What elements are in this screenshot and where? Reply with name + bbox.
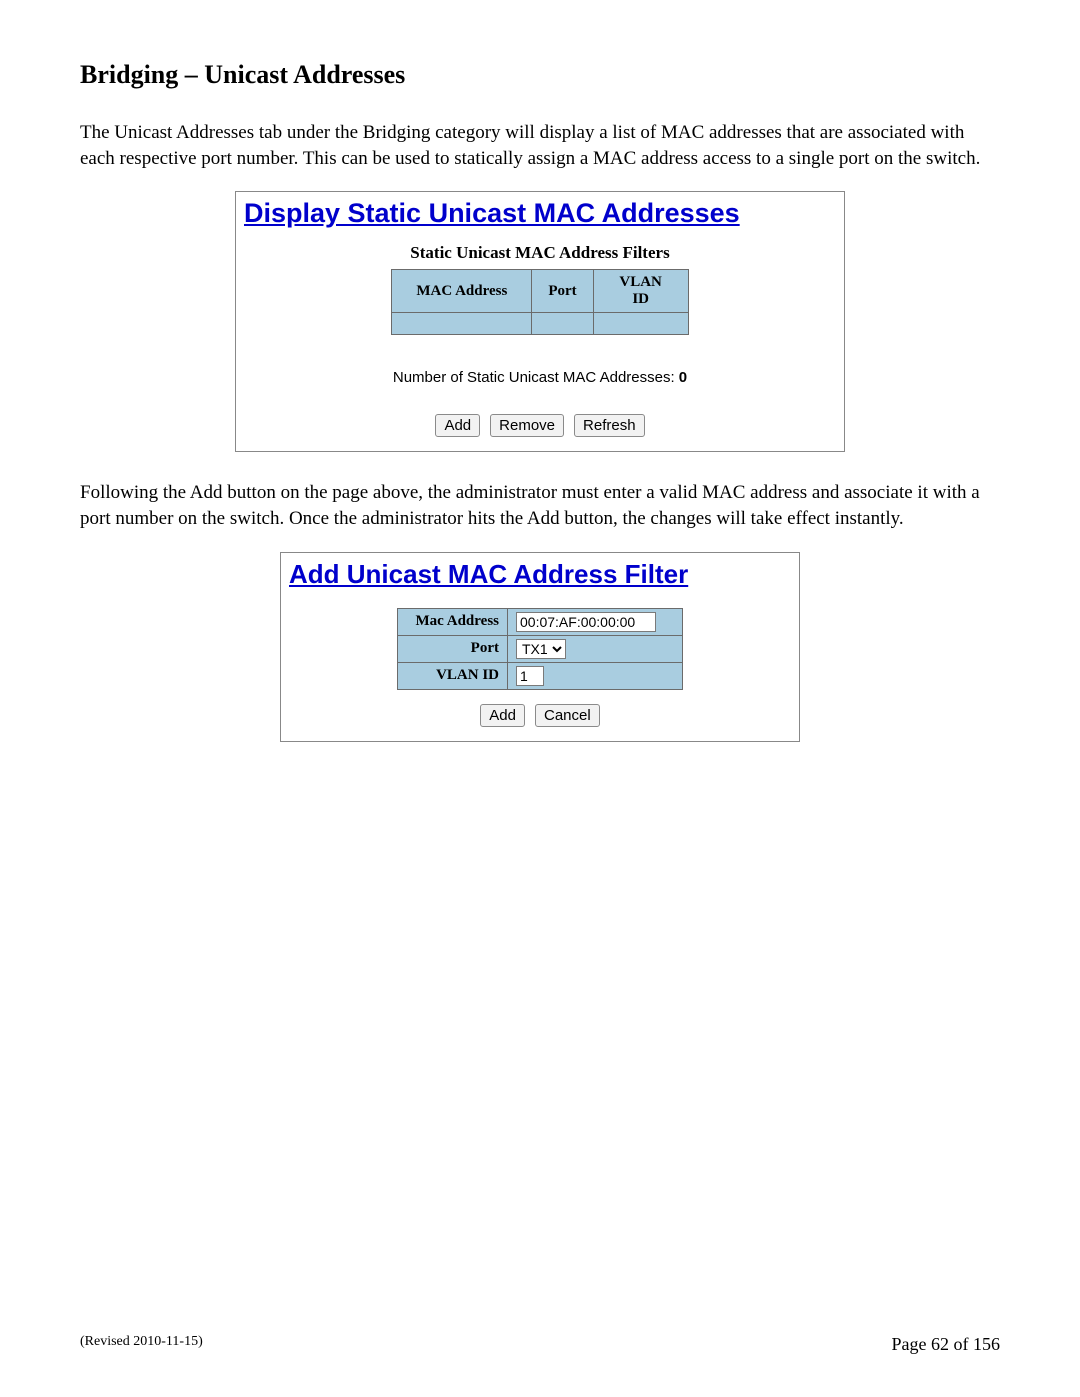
vlan-id-cell	[508, 662, 683, 689]
col-header-vlan: VLAN ID	[593, 270, 688, 313]
count-label: Number of Static Unicast MAC Addresses:	[393, 369, 679, 386]
refresh-button[interactable]: Refresh	[574, 414, 645, 437]
page-title: Bridging – Unicast Addresses	[80, 60, 1000, 90]
panel2-title: Add Unicast MAC Address Filter	[289, 559, 791, 590]
cell-port	[532, 313, 593, 335]
add-button[interactable]: Add	[435, 414, 480, 437]
cell-vlan	[593, 313, 688, 335]
form-row-vlan: VLAN ID	[398, 662, 683, 689]
mac-address-cell	[508, 608, 683, 635]
vlan-id-input[interactable]	[516, 666, 544, 686]
panel2-button-row: Add Cancel	[281, 704, 799, 727]
vlan-id-label: VLAN ID	[398, 662, 508, 689]
mac-address-input[interactable]	[516, 612, 656, 632]
table-row	[392, 313, 688, 335]
port-label: Port	[398, 635, 508, 662]
port-cell: TX1	[508, 635, 683, 662]
add-unicast-panel: Add Unicast MAC Address Filter Mac Addre…	[280, 552, 800, 742]
intro-paragraph-1: The Unicast Addresses tab under the Brid…	[80, 120, 1000, 171]
col-header-port: Port	[532, 270, 593, 313]
form-row-port: Port TX1	[398, 635, 683, 662]
display-unicast-panel: Display Static Unicast MAC Addresses Sta…	[235, 191, 845, 452]
unicast-count-text: Number of Static Unicast MAC Addresses: …	[236, 369, 844, 386]
add-filter-form-table: Mac Address Port TX1 VLAN ID	[397, 608, 683, 690]
page-number: Page 62 of 156	[892, 1334, 1000, 1355]
add-filter-button[interactable]: Add	[480, 704, 525, 727]
table-header-row: MAC Address Port VLAN ID	[392, 270, 688, 313]
port-select[interactable]: TX1	[516, 639, 566, 659]
panel1-title: Display Static Unicast MAC Addresses	[244, 198, 836, 229]
remove-button[interactable]: Remove	[490, 414, 564, 437]
count-value: 0	[679, 369, 687, 386]
intro-paragraph-2: Following the Add button on the page abo…	[80, 480, 1000, 531]
unicast-filter-table: MAC Address Port VLAN ID	[391, 269, 688, 335]
page-footer: (Revised 2010-11-15) Page 62 of 156	[80, 1334, 1000, 1355]
cell-mac	[392, 313, 532, 335]
filter-table-caption: Static Unicast MAC Address Filters	[236, 243, 844, 263]
revised-date: (Revised 2010-11-15)	[80, 1334, 203, 1355]
mac-address-label: Mac Address	[398, 608, 508, 635]
panel1-button-row: Add Remove Refresh	[236, 414, 844, 437]
cancel-button[interactable]: Cancel	[535, 704, 600, 727]
form-row-mac: Mac Address	[398, 608, 683, 635]
col-header-mac: MAC Address	[392, 270, 532, 313]
